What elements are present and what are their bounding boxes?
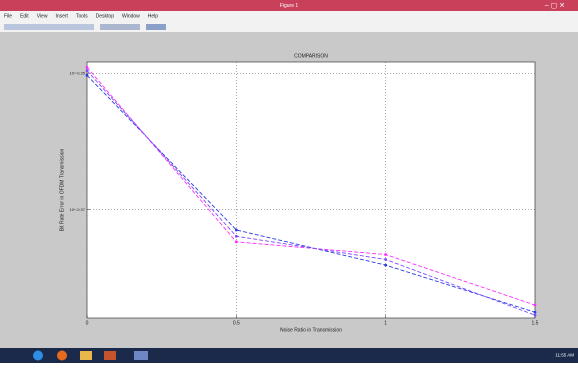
data-point — [235, 235, 238, 238]
y-axis-label: Bit Rate Error in OFDM Transmission — [59, 149, 65, 232]
x-tick-label: 1.5 — [532, 320, 539, 326]
data-point — [534, 311, 537, 314]
y-tick-label: 10^-0.35 — [70, 70, 86, 75]
data-point — [235, 229, 238, 232]
data-point — [384, 253, 387, 256]
data-point — [534, 304, 537, 307]
data-point — [86, 74, 89, 77]
window-controls[interactable]: – ▢ ✕ — [545, 2, 565, 9]
menu-item[interactable]: Window — [122, 13, 140, 19]
data-point — [384, 264, 387, 267]
toolbar-icons[interactable] — [100, 24, 140, 30]
menu-item[interactable]: Tools — [76, 13, 88, 19]
toolbar-icons[interactable] — [146, 24, 166, 30]
y-tick-label: 10^-0.37 — [70, 207, 86, 212]
taskbar-icon[interactable] — [134, 351, 148, 360]
clock: 11:55 AM — [555, 353, 574, 358]
data-point — [86, 66, 89, 69]
data-point — [235, 240, 238, 243]
x-tick-label: 1 — [384, 320, 387, 326]
axes — [87, 62, 535, 318]
data-point — [86, 69, 89, 72]
menu-bar: File Edit View Insert Tools Desktop Window Help — [4, 13, 158, 19]
chart-title: COMPARISON — [294, 53, 328, 59]
menu-item[interactable]: Help — [148, 13, 159, 19]
x-axis-label: Noise Ratio in Transmission — [280, 327, 342, 333]
menu-item[interactable]: Edit — [20, 13, 29, 19]
x-tick-label: 0.5 — [233, 320, 240, 326]
menu-item[interactable]: File — [4, 13, 12, 19]
screen: Figure 1 – ▢ ✕ File Edit View Insert Tools De… — [0, 0, 578, 363]
taskbar-icon[interactable] — [104, 351, 116, 360]
taskbar-icon[interactable] — [80, 351, 92, 360]
menu-item[interactable]: View — [37, 13, 48, 19]
menu-item[interactable]: Insert — [55, 13, 68, 19]
menu-item[interactable]: Desktop — [96, 13, 115, 19]
data-point — [384, 258, 387, 261]
taskbar-icon[interactable] — [33, 351, 43, 361]
data-point — [534, 314, 537, 317]
taskbar-icon[interactable] — [57, 351, 67, 361]
x-tick-label: 0 — [86, 320, 89, 326]
toolbar-icons[interactable] — [4, 24, 94, 30]
window-title: Figure 1 — [280, 3, 299, 9]
